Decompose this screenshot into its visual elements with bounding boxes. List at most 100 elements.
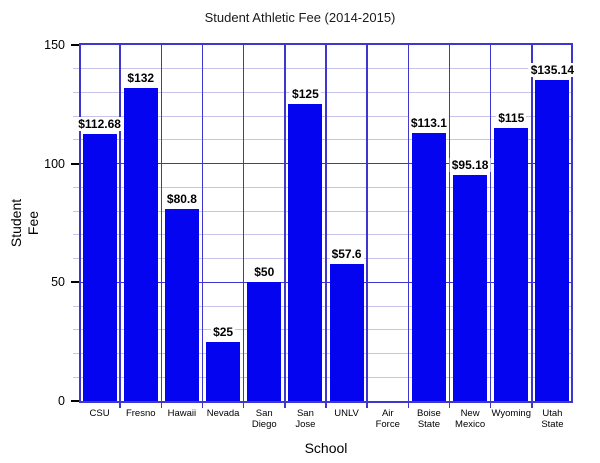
x-tick bbox=[160, 403, 163, 408]
y-tick-minor bbox=[73, 91, 79, 93]
category-separator bbox=[201, 45, 204, 401]
category-separator bbox=[160, 45, 163, 401]
y-tick-label: 0 bbox=[58, 394, 65, 408]
x-tick bbox=[407, 403, 410, 408]
x-tick-label-line: Boise bbox=[417, 408, 441, 419]
category-separator bbox=[489, 45, 492, 401]
y-tick-major bbox=[71, 400, 79, 402]
x-tick-label-line: Nevada bbox=[206, 408, 240, 419]
x-tick-label-line: San bbox=[296, 408, 314, 419]
bar-value-label: $50 bbox=[252, 265, 277, 280]
x-tick-label: Boise State bbox=[397, 408, 461, 430]
y-tick-minor bbox=[73, 376, 79, 378]
bar-san-diego bbox=[247, 282, 282, 401]
category-separator bbox=[448, 45, 451, 401]
y-tick-minor bbox=[73, 305, 79, 307]
bar-san-jose bbox=[288, 104, 323, 401]
bar-value-label: $115 bbox=[496, 111, 527, 126]
x-tick-label: Hawaii bbox=[150, 408, 214, 420]
y-tick-minor bbox=[73, 353, 79, 355]
bar-value-label: $125 bbox=[290, 87, 321, 102]
x-tick-label: Utah State bbox=[520, 408, 584, 430]
chart-title: Student Athletic Fee (2014-2015) bbox=[204, 10, 396, 25]
bar-value-label: $25 bbox=[211, 324, 236, 339]
bar-boise-state bbox=[411, 132, 446, 401]
bar-value-label: $113.1 bbox=[408, 115, 449, 130]
bar-fresno bbox=[123, 87, 158, 401]
category-separator bbox=[407, 45, 410, 401]
plot-area: 0 50 100 150 $112.68 CSU $132 Fresno $80.8 Hawaii… bbox=[44, 38, 577, 429]
x-tick-label: UNLV bbox=[315, 408, 379, 420]
y-axis-title-line: Student bbox=[8, 198, 24, 248]
bar-value-label: $95.18 bbox=[449, 158, 491, 173]
category-separator bbox=[531, 45, 533, 401]
bar-value-label: $112.68 bbox=[76, 116, 123, 131]
x-tick-label-line: Mexico bbox=[455, 418, 486, 430]
x-tick-label-line: Hawaii bbox=[167, 408, 197, 419]
x-tick bbox=[366, 403, 368, 408]
x-tick-label-line: Force bbox=[375, 418, 400, 430]
bar-utah-state bbox=[535, 80, 570, 401]
category-separator bbox=[242, 45, 245, 401]
x-tick-label-line: State bbox=[417, 418, 440, 430]
x-tick bbox=[201, 403, 204, 408]
x-tick-label: Fresno bbox=[109, 408, 173, 420]
x-tick-label-line: State bbox=[541, 418, 564, 430]
x-tick-label-line: Wyoming bbox=[491, 408, 531, 419]
category-separator bbox=[366, 45, 368, 401]
y-tick-minor bbox=[73, 329, 79, 331]
y-tick-minor bbox=[73, 258, 79, 260]
x-tick-label: New Mexico bbox=[438, 408, 502, 430]
x-tick bbox=[284, 403, 286, 408]
x-tick-label-line: Jose bbox=[295, 418, 316, 430]
y-tick-minor bbox=[73, 139, 79, 141]
y-axis-title: Student Fee bbox=[8, 153, 52, 293]
x-tick-label-line: Diego bbox=[251, 418, 277, 430]
bar-csu bbox=[82, 133, 117, 401]
bar-unlv bbox=[329, 264, 364, 401]
y-tick-label: 100 bbox=[44, 156, 65, 171]
x-tick bbox=[489, 403, 492, 408]
y-tick-major bbox=[71, 281, 79, 284]
y-axis-title-line: Fee bbox=[25, 210, 41, 236]
x-tick-label: Air Force bbox=[356, 408, 420, 430]
category-separator bbox=[284, 45, 286, 401]
x-tick-label: San Diego bbox=[232, 408, 296, 430]
x-tick-label-line: New bbox=[460, 408, 480, 419]
category-separator bbox=[119, 45, 121, 401]
x-tick-label-line: Utah bbox=[542, 408, 563, 419]
x-tick-label: San Jose bbox=[273, 408, 337, 430]
y-tick-major bbox=[71, 162, 79, 165]
bar-wyoming bbox=[494, 128, 529, 401]
bar-value-label: $132 bbox=[125, 70, 157, 85]
y-tick-major bbox=[71, 44, 79, 46]
x-tick-label: Nevada bbox=[191, 408, 255, 420]
x-tick bbox=[119, 403, 121, 408]
y-tick-label: 150 bbox=[44, 38, 65, 52]
y-tick-minor bbox=[73, 68, 79, 70]
y-tick-minor bbox=[73, 234, 79, 236]
x-tick-label-line: CSU bbox=[89, 408, 110, 419]
y-tick-minor bbox=[73, 115, 79, 117]
x-tick bbox=[325, 403, 327, 408]
bar-nevada bbox=[206, 341, 241, 401]
x-tick bbox=[448, 403, 451, 408]
x-tick bbox=[242, 403, 245, 408]
x-axis-title: School bbox=[304, 440, 348, 456]
x-tick-label-line: San bbox=[255, 408, 273, 419]
x-tick bbox=[531, 403, 533, 408]
x-tick-label-line: Air bbox=[381, 408, 394, 419]
x-tick-label-line: UNLV bbox=[334, 408, 359, 419]
bar-hawaii bbox=[164, 209, 199, 401]
y-tick-minor bbox=[73, 210, 79, 212]
y-tick-label: 50 bbox=[51, 275, 65, 290]
category-separator bbox=[325, 45, 327, 401]
x-tick-label-line: Fresno bbox=[125, 408, 156, 419]
x-tick-label: CSU bbox=[68, 408, 132, 420]
bar-new-mexico bbox=[453, 175, 488, 401]
y-tick-minor bbox=[73, 186, 79, 188]
bar-value-label: $135.14 bbox=[528, 63, 577, 78]
bar-value-label: $80.8 bbox=[164, 192, 199, 207]
bar-value-label: $57.6 bbox=[329, 247, 364, 262]
